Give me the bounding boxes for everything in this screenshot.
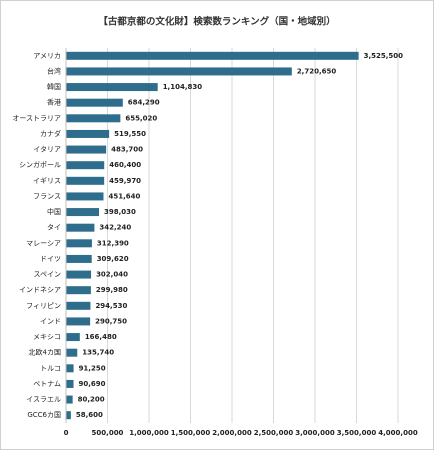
data-label: 451,640 [108,192,140,200]
x-tick-label: 4,000,000 [378,429,418,437]
data-label: 302,040 [96,271,128,279]
y-tick-label: 北欧4カ国 [29,348,61,357]
data-label: 294,530 [95,302,127,310]
y-tick-label: 韓国 [47,82,61,91]
data-label: 135,740 [82,349,114,357]
x-tick-label: 2,500,000 [254,429,294,437]
data-label: 684,290 [128,99,160,107]
bar [66,145,107,154]
x-tick-label: 2,000,000 [212,429,252,437]
y-tick-label: フランス [33,192,61,200]
bar [66,83,158,92]
y-tick-label: イタリア [33,145,61,154]
y-tick-label: オーストラリア [12,114,61,122]
bar [66,67,292,76]
bar [66,176,105,185]
y-tick-label: トルコ [40,364,61,372]
bar [66,333,80,342]
data-label: 519,550 [114,130,146,138]
data-label: 312,390 [97,239,129,247]
data-label: 90,690 [79,380,106,388]
data-label: 80,200 [78,396,105,404]
data-label: 655,020 [125,114,157,122]
y-tick-label: イギリス [33,177,61,185]
bar [66,254,92,263]
bar [66,208,100,217]
data-label: 2,720,650 [297,67,337,75]
data-label: 166,480 [85,333,117,341]
y-tick-label: ベトナム [33,380,61,388]
y-tick-label: イスラエル [26,396,61,404]
bar [66,161,105,170]
bar [66,114,121,123]
data-label: 1,104,830 [163,83,203,91]
bar [66,379,74,388]
bar [66,239,92,248]
y-tick-label: メキシコ [33,333,61,341]
y-tick-label: ドイツ [40,255,61,263]
y-tick-label: スペイン [33,271,61,279]
bar [66,129,110,138]
data-label: 58,600 [76,411,103,419]
y-tick-label: タイ [47,223,61,232]
bar [66,348,78,357]
data-label: 309,620 [97,255,129,263]
bar [66,395,73,404]
y-tick-label: インド [40,317,61,325]
x-tick-label: 3,500,000 [337,429,377,437]
bar [66,270,92,279]
data-label: 342,240 [99,224,131,232]
bar [66,317,91,326]
data-label: 398,030 [104,208,136,216]
data-label: 483,700 [111,146,143,154]
x-tick-label: 0 [64,429,69,437]
x-tick-label: 1,500,000 [171,429,211,437]
y-tick-label: GCC6カ国 [27,411,61,419]
data-label: 460,400 [109,161,141,169]
data-label: 91,250 [79,364,106,372]
x-tick-label: 500,000 [92,429,124,437]
y-tick-label: インドネシア [19,286,61,294]
y-tick-label: 台湾 [47,66,61,75]
bar [66,364,74,373]
bar [66,223,95,232]
y-tick-label: マレーシア [26,239,61,247]
bar [66,98,123,107]
y-tick-label: アメリカ [33,52,61,60]
y-tick-label: 香港 [47,98,61,107]
bar [66,51,359,60]
data-label: 3,525,500 [364,52,404,60]
y-tick-label: シンガポール [19,160,61,169]
data-label: 299,980 [96,286,128,294]
x-tick-label: 3,000,000 [295,429,335,437]
x-tick-label: 1,000,000 [129,429,169,437]
chart-title: 【古都京都の文化財】検索数ランキング（国・地域別） [98,16,335,28]
y-tick-label: フィリピン [26,302,61,310]
data-label: 290,750 [95,317,127,325]
bar [66,411,71,420]
data-label: 459,970 [109,177,141,185]
bar [66,301,91,310]
bar [66,192,104,201]
y-tick-label: カナダ [40,129,61,138]
y-tick-label: 中国 [47,207,61,216]
bar [66,286,91,295]
